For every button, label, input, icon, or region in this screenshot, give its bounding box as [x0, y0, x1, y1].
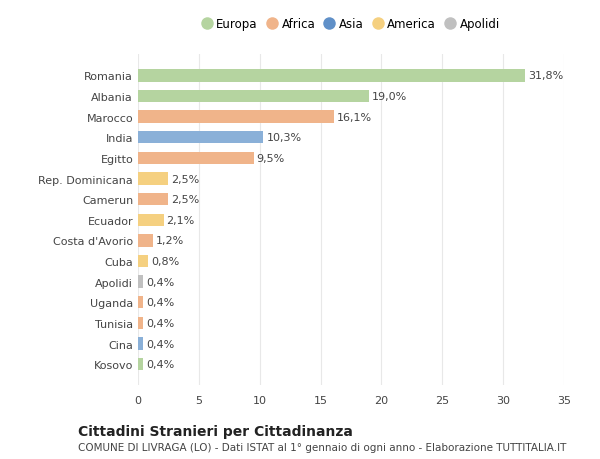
Text: 0,4%: 0,4% [146, 277, 174, 287]
Bar [138, 70, 525, 83]
Text: 0,4%: 0,4% [146, 297, 174, 308]
Bar [138, 173, 169, 185]
Text: 10,3%: 10,3% [266, 133, 302, 143]
Text: 0,8%: 0,8% [151, 257, 179, 267]
Text: 0,4%: 0,4% [146, 318, 174, 328]
Text: 31,8%: 31,8% [528, 71, 563, 81]
Bar [138, 91, 369, 103]
Bar [138, 317, 143, 330]
Bar [138, 297, 143, 309]
Text: 2,5%: 2,5% [172, 195, 200, 205]
Bar [138, 338, 143, 350]
Text: 16,1%: 16,1% [337, 112, 372, 123]
Bar [138, 235, 152, 247]
Bar [138, 276, 143, 288]
Text: 0,4%: 0,4% [146, 359, 174, 369]
Bar [138, 132, 263, 144]
Text: 2,1%: 2,1% [167, 215, 195, 225]
Bar [138, 255, 148, 268]
Bar [138, 194, 169, 206]
Legend: Europa, Africa, Asia, America, Apolidi: Europa, Africa, Asia, America, Apolidi [199, 15, 503, 35]
Bar [138, 358, 143, 370]
Bar [138, 214, 164, 226]
Text: 2,5%: 2,5% [172, 174, 200, 184]
Text: COMUNE DI LIVRAGA (LO) - Dati ISTAT al 1° gennaio di ogni anno - Elaborazione TU: COMUNE DI LIVRAGA (LO) - Dati ISTAT al 1… [78, 442, 566, 452]
Text: Cittadini Stranieri per Cittadinanza: Cittadini Stranieri per Cittadinanza [78, 425, 353, 438]
Bar [138, 111, 334, 123]
Text: 19,0%: 19,0% [372, 92, 407, 102]
Text: 1,2%: 1,2% [155, 236, 184, 246]
Text: 9,5%: 9,5% [257, 154, 285, 163]
Bar [138, 152, 254, 165]
Text: 0,4%: 0,4% [146, 339, 174, 349]
